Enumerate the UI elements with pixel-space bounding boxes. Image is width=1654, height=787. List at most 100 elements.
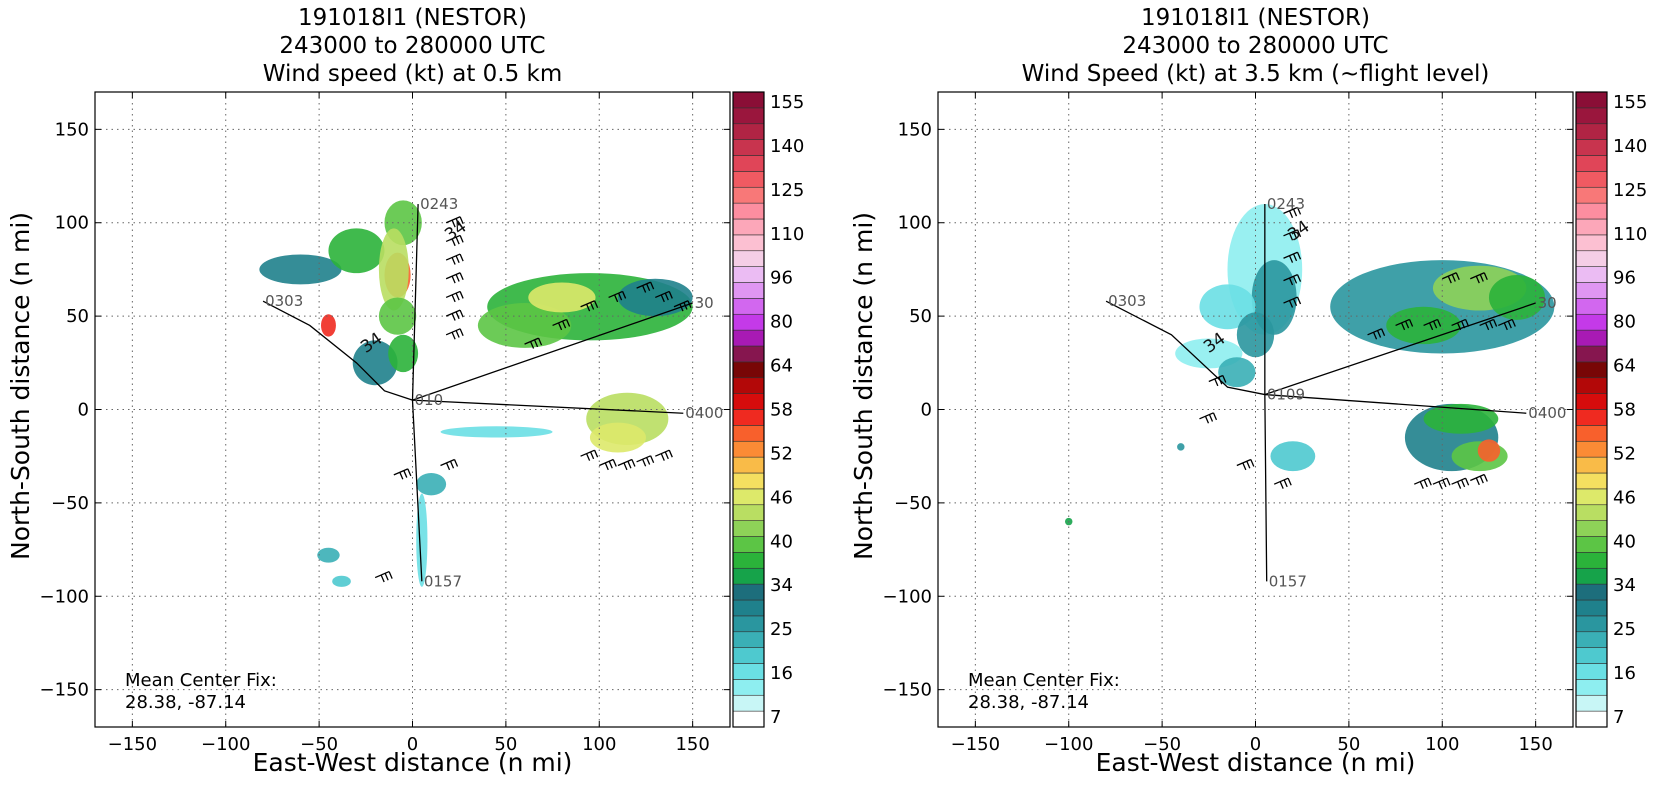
colorbar-tick-label: 125	[770, 180, 804, 201]
colorbar-segment	[732, 663, 765, 680]
wind-barb	[445, 253, 464, 265]
colorbar-tick-label: 110	[770, 224, 804, 245]
colorbar-tick-label: 125	[1613, 180, 1647, 201]
colorbar-tick-label: 58	[770, 400, 793, 421]
center-fix-label: Mean Center Fix:	[125, 670, 277, 691]
colorbar-frame	[1575, 91, 1608, 728]
colorbar-segment	[732, 313, 765, 331]
colorbar-segment	[732, 599, 765, 617]
wind-barb	[1470, 473, 1488, 486]
wind-barb	[445, 328, 464, 340]
colorbar-segment	[732, 488, 765, 506]
colorbar-segment	[732, 647, 765, 664]
wind-barb	[580, 449, 599, 461]
colorbar-segment	[732, 361, 765, 379]
colorbar-tick-label: 140	[770, 136, 804, 157]
wind-speed-patch	[416, 473, 447, 496]
plot-area: 0303 010 0243 0157 0400 30 34 34 −150 −100 −50 0 50 1…	[40, 91, 804, 755]
colorbar-segment	[1575, 425, 1608, 442]
colorbar-segment	[732, 425, 765, 442]
colorbar-tick-label: 46	[1613, 487, 1636, 508]
title-line-3: Wind speed (kt) at 0.5 km	[262, 61, 563, 87]
track-time-label: 0303	[265, 292, 303, 310]
wind-barb	[636, 455, 655, 467]
colorbar-segment	[732, 139, 765, 156]
colorbar-tick-label: 25	[770, 619, 793, 640]
y-tick-label: 150	[55, 119, 89, 140]
wind-barb	[1432, 477, 1451, 489]
wind-speed-patch	[320, 314, 336, 337]
colorbar-segment	[1575, 186, 1608, 204]
center-fix-annotation: Mean Center Fix: 28.38, -87.14	[125, 670, 277, 714]
colorbar-segment	[1575, 440, 1608, 458]
y-tick-label: 50	[66, 306, 89, 327]
wind-speed-patch	[1488, 275, 1545, 320]
colorbar-segment	[732, 123, 765, 140]
wind-barb	[1283, 251, 1302, 263]
colorbar-tick-label: 155	[770, 92, 804, 113]
wind-speed-patch	[1199, 284, 1256, 330]
wind-barb	[1236, 458, 1255, 471]
colorbar-segment	[1575, 234, 1608, 252]
center-fix-annotation: Mean Center Fix: 28.38, -87.14	[968, 670, 1120, 714]
wind-barb	[1451, 318, 1470, 331]
colorbar-segment	[1575, 663, 1608, 680]
colorbar-tick-label: 16	[770, 663, 793, 684]
colorbar-tick-label: 80	[770, 312, 793, 333]
colorbar-segment	[732, 155, 765, 172]
colorbar-segment	[732, 456, 765, 474]
wind-speed-patch	[1218, 357, 1256, 388]
wind-barb	[1283, 206, 1302, 219]
colorbar-segment	[1575, 472, 1608, 490]
colorbar-tick-label: 16	[1613, 663, 1636, 684]
y-tick-label: 50	[909, 306, 932, 327]
colorbar-segment	[1575, 155, 1608, 172]
wind-speed-patch	[1177, 443, 1185, 451]
wind-barb	[608, 290, 627, 303]
chart-title: 191018I1 (NESTOR) 243000 to 280000 UTC W…	[95, 4, 730, 88]
colorbar-segment	[732, 583, 765, 601]
colorbar-tick-label: 34	[1613, 575, 1636, 596]
wind-barb	[636, 281, 655, 293]
wind-barb	[599, 458, 617, 471]
x-tick-label: 0	[1250, 734, 1261, 755]
colorbar-segment	[732, 345, 765, 363]
colorbar-tick-label: 64	[770, 356, 793, 377]
wind-speed-patch	[332, 575, 351, 587]
colorbar-segment	[732, 615, 765, 633]
y-tick-label: −100	[883, 586, 932, 607]
colorbar-segment	[732, 298, 765, 315]
center-fix-label: Mean Center Fix:	[968, 670, 1120, 691]
colorbar-segment	[1575, 631, 1608, 648]
colorbar-segment	[1575, 599, 1608, 617]
x-axis-label: East-West distance (n mi)	[252, 748, 573, 777]
wind-barb	[1273, 477, 1292, 489]
colorbar-segment	[1575, 329, 1608, 347]
wind-barb	[445, 216, 464, 228]
y-tick-label: 100	[898, 213, 932, 234]
y-tick-label: −50	[51, 493, 89, 514]
colorbar-segment	[732, 631, 765, 648]
wind-barb	[1283, 296, 1302, 308]
wind-speed-patch	[1270, 441, 1316, 472]
colorbar-segment	[732, 171, 765, 188]
colorbar-segment	[732, 107, 765, 125]
y-tick-label: −150	[883, 680, 932, 701]
wind-speed-patch	[477, 303, 572, 348]
colorbar-segment	[732, 282, 765, 299]
panel-wind-3-5km: 191018I1 (NESTOR) 243000 to 280000 UTC W…	[843, 0, 1654, 787]
x-tick-label: −100	[201, 734, 250, 755]
wind-barb	[440, 458, 459, 471]
wind-barb	[1442, 272, 1460, 284]
colorbar-segment	[732, 536, 765, 553]
wind-barb	[445, 272, 464, 284]
colorbar-segment	[732, 329, 765, 347]
colorbar-segment	[1575, 456, 1608, 474]
wind-barb	[580, 300, 599, 312]
title-line-1: 191018I1 (NESTOR)	[298, 5, 527, 31]
x-tick-label: 0	[407, 734, 418, 755]
x-tick-label: −150	[951, 734, 1000, 755]
colorbar-segment	[1575, 123, 1608, 140]
wind-barb	[655, 290, 673, 303]
